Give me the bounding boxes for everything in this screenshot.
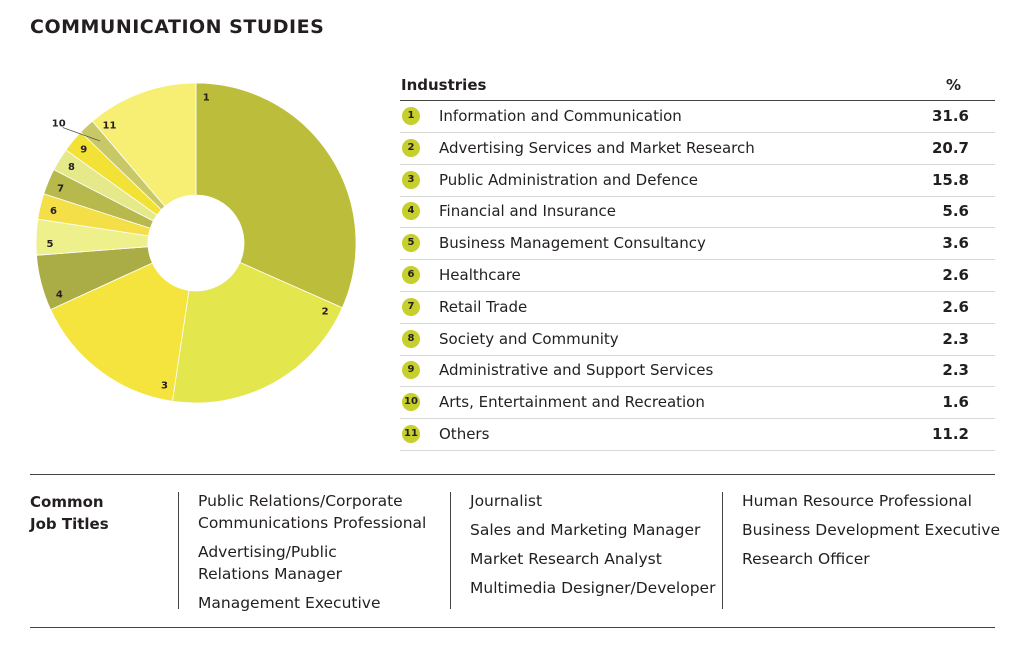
table-row: 8 Society and Community 2.3 bbox=[400, 324, 995, 356]
job-title: Management Executive bbox=[198, 592, 426, 614]
industry-name: Advertising Services and Market Research bbox=[439, 138, 755, 157]
industry-name: Healthcare bbox=[439, 266, 521, 284]
pie-chart: 1 2 3 4 5 6 789 10 11 bbox=[35, 82, 357, 404]
percent-value: 3.6 bbox=[942, 234, 969, 253]
slice-label: 1 bbox=[203, 92, 210, 103]
row-badge: 6 bbox=[402, 266, 420, 284]
row-badge: 11 bbox=[402, 425, 420, 443]
job-title: Advertising/Public Relations Manager bbox=[198, 541, 426, 585]
industry-name: Information and Communication bbox=[439, 107, 682, 125]
industry-name: Public Administration and Defence bbox=[439, 170, 698, 189]
label-line: Common bbox=[30, 493, 104, 511]
percent-value: 2.3 bbox=[942, 361, 969, 380]
slice-label: 11 bbox=[103, 120, 117, 131]
slice-label: 7 bbox=[57, 183, 64, 194]
slice-label: 5 bbox=[47, 239, 54, 250]
job-title: Research Officer bbox=[742, 548, 1000, 570]
column-header: % bbox=[946, 76, 962, 94]
percent-value: 15.8 bbox=[931, 170, 969, 189]
divider bbox=[722, 492, 723, 609]
industry-name: Administrative and Support Services bbox=[439, 361, 714, 380]
column-header: Industries bbox=[401, 76, 487, 94]
industry-name: Society and Community bbox=[439, 329, 619, 348]
job-title-line: Management Executive bbox=[198, 594, 381, 612]
industry-name: Arts, Entertainment and Recreation bbox=[439, 393, 705, 412]
job-title-line: Public Relations/Corporate bbox=[198, 492, 403, 510]
industry-name: Others bbox=[439, 425, 490, 443]
table-row: 3 Public Administration and Defence 15.8 bbox=[400, 165, 995, 197]
divider bbox=[178, 492, 179, 609]
percent-value: 1.6 bbox=[942, 393, 969, 412]
slice-label: 4 bbox=[56, 289, 63, 300]
job-title: Business Development Executive bbox=[742, 519, 1000, 541]
row-badge: 3 bbox=[402, 170, 420, 189]
job-title-line: Relations Manager bbox=[198, 565, 343, 583]
row-badge: 10 bbox=[402, 393, 420, 412]
job-title-line: Journalist bbox=[470, 492, 543, 510]
job-title: Sales and Marketing Manager bbox=[470, 519, 715, 541]
job-title-line: Sales and Marketing Manager bbox=[470, 521, 701, 539]
row-badge: 7 bbox=[402, 297, 420, 316]
job-title: Journalist bbox=[470, 490, 715, 512]
label-line: Job Titles bbox=[30, 515, 109, 533]
percent-value: 2.6 bbox=[942, 297, 969, 316]
job-title-line: Communications Professional bbox=[198, 514, 427, 532]
percent-value: 5.6 bbox=[942, 202, 969, 221]
row-badge: 5 bbox=[402, 234, 420, 253]
row-badge: 9 bbox=[402, 361, 420, 380]
table-row: 4 Financial and Insurance 5.6 bbox=[400, 196, 995, 229]
title: COMMUNICATION STUDIES bbox=[30, 16, 325, 38]
table-row: 9 Administrative and Support Services 2.3 bbox=[400, 355, 995, 388]
percent-value: 20.7 bbox=[931, 138, 969, 157]
row-badge: 4 bbox=[402, 202, 420, 221]
job-title-line: Multimedia Designer/Developer bbox=[470, 579, 716, 597]
slice-label: 10 bbox=[52, 119, 66, 130]
job-title: Public Relations/Corporate Communications… bbox=[198, 490, 426, 534]
percent-value: 2.3 bbox=[942, 329, 969, 348]
percent-value: 11.2 bbox=[931, 425, 969, 443]
job-column: Public Relations/Corporate Communications… bbox=[198, 490, 426, 621]
row-badge: 1 bbox=[402, 107, 420, 125]
table-row: 11 Others 11.2 bbox=[400, 419, 995, 451]
row-badge: 8 bbox=[402, 329, 420, 348]
table-row: 7 Retail Trade 2.6 bbox=[400, 292, 995, 324]
slice-label: 3 bbox=[161, 381, 168, 392]
percent-value: 31.6 bbox=[931, 107, 969, 125]
slice-label: 8 bbox=[68, 162, 75, 173]
rule bbox=[30, 474, 995, 475]
table-row: 6 Healthcare 2.6 bbox=[400, 260, 995, 292]
divider bbox=[450, 492, 451, 609]
job-title-line: Research Officer bbox=[742, 550, 870, 568]
industry-name: Business Management Consultancy bbox=[439, 234, 706, 253]
header-rule bbox=[400, 100, 995, 101]
table-row: 10 Arts, Entertainment and Recreation 1.6 bbox=[400, 387, 995, 420]
table-row: 2 Advertising Services and Market Researc… bbox=[400, 133, 995, 165]
slice-label: 2 bbox=[322, 306, 329, 317]
job-column: Journalist Sales and Marketing Manager Mar… bbox=[470, 490, 715, 606]
rule bbox=[30, 627, 995, 628]
job-title-line: Business Development Executive bbox=[742, 521, 1001, 539]
slice-label: 9 bbox=[80, 145, 87, 156]
industry-name: Financial and Insurance bbox=[439, 202, 617, 221]
job-title: Market Research Analyst bbox=[470, 548, 715, 570]
percent-value: 2.6 bbox=[942, 266, 969, 284]
table-row: 5 Business Management Consultancy 3.6 bbox=[400, 228, 995, 261]
job-title-line: Advertising/Public bbox=[198, 543, 337, 561]
job-column: Human Resource Professional Business Deve… bbox=[742, 490, 1000, 577]
job-title: Human Resource Professional bbox=[742, 490, 1000, 512]
slice-label: 6 bbox=[50, 206, 57, 217]
row-badge: 2 bbox=[402, 138, 420, 157]
pie-slice bbox=[195, 82, 357, 309]
job-titles-label: Common Job Titles bbox=[30, 491, 109, 535]
table-row: 1 Information and Communication 31.6 bbox=[400, 101, 995, 133]
donut-hole bbox=[148, 195, 244, 291]
job-title-line: Human Resource Professional bbox=[742, 492, 972, 510]
leader-line bbox=[62, 127, 101, 142]
job-title: Multimedia Designer/Developer bbox=[470, 577, 715, 599]
industry-name: Retail Trade bbox=[439, 297, 528, 316]
job-title-line: Market Research Analyst bbox=[470, 550, 662, 568]
